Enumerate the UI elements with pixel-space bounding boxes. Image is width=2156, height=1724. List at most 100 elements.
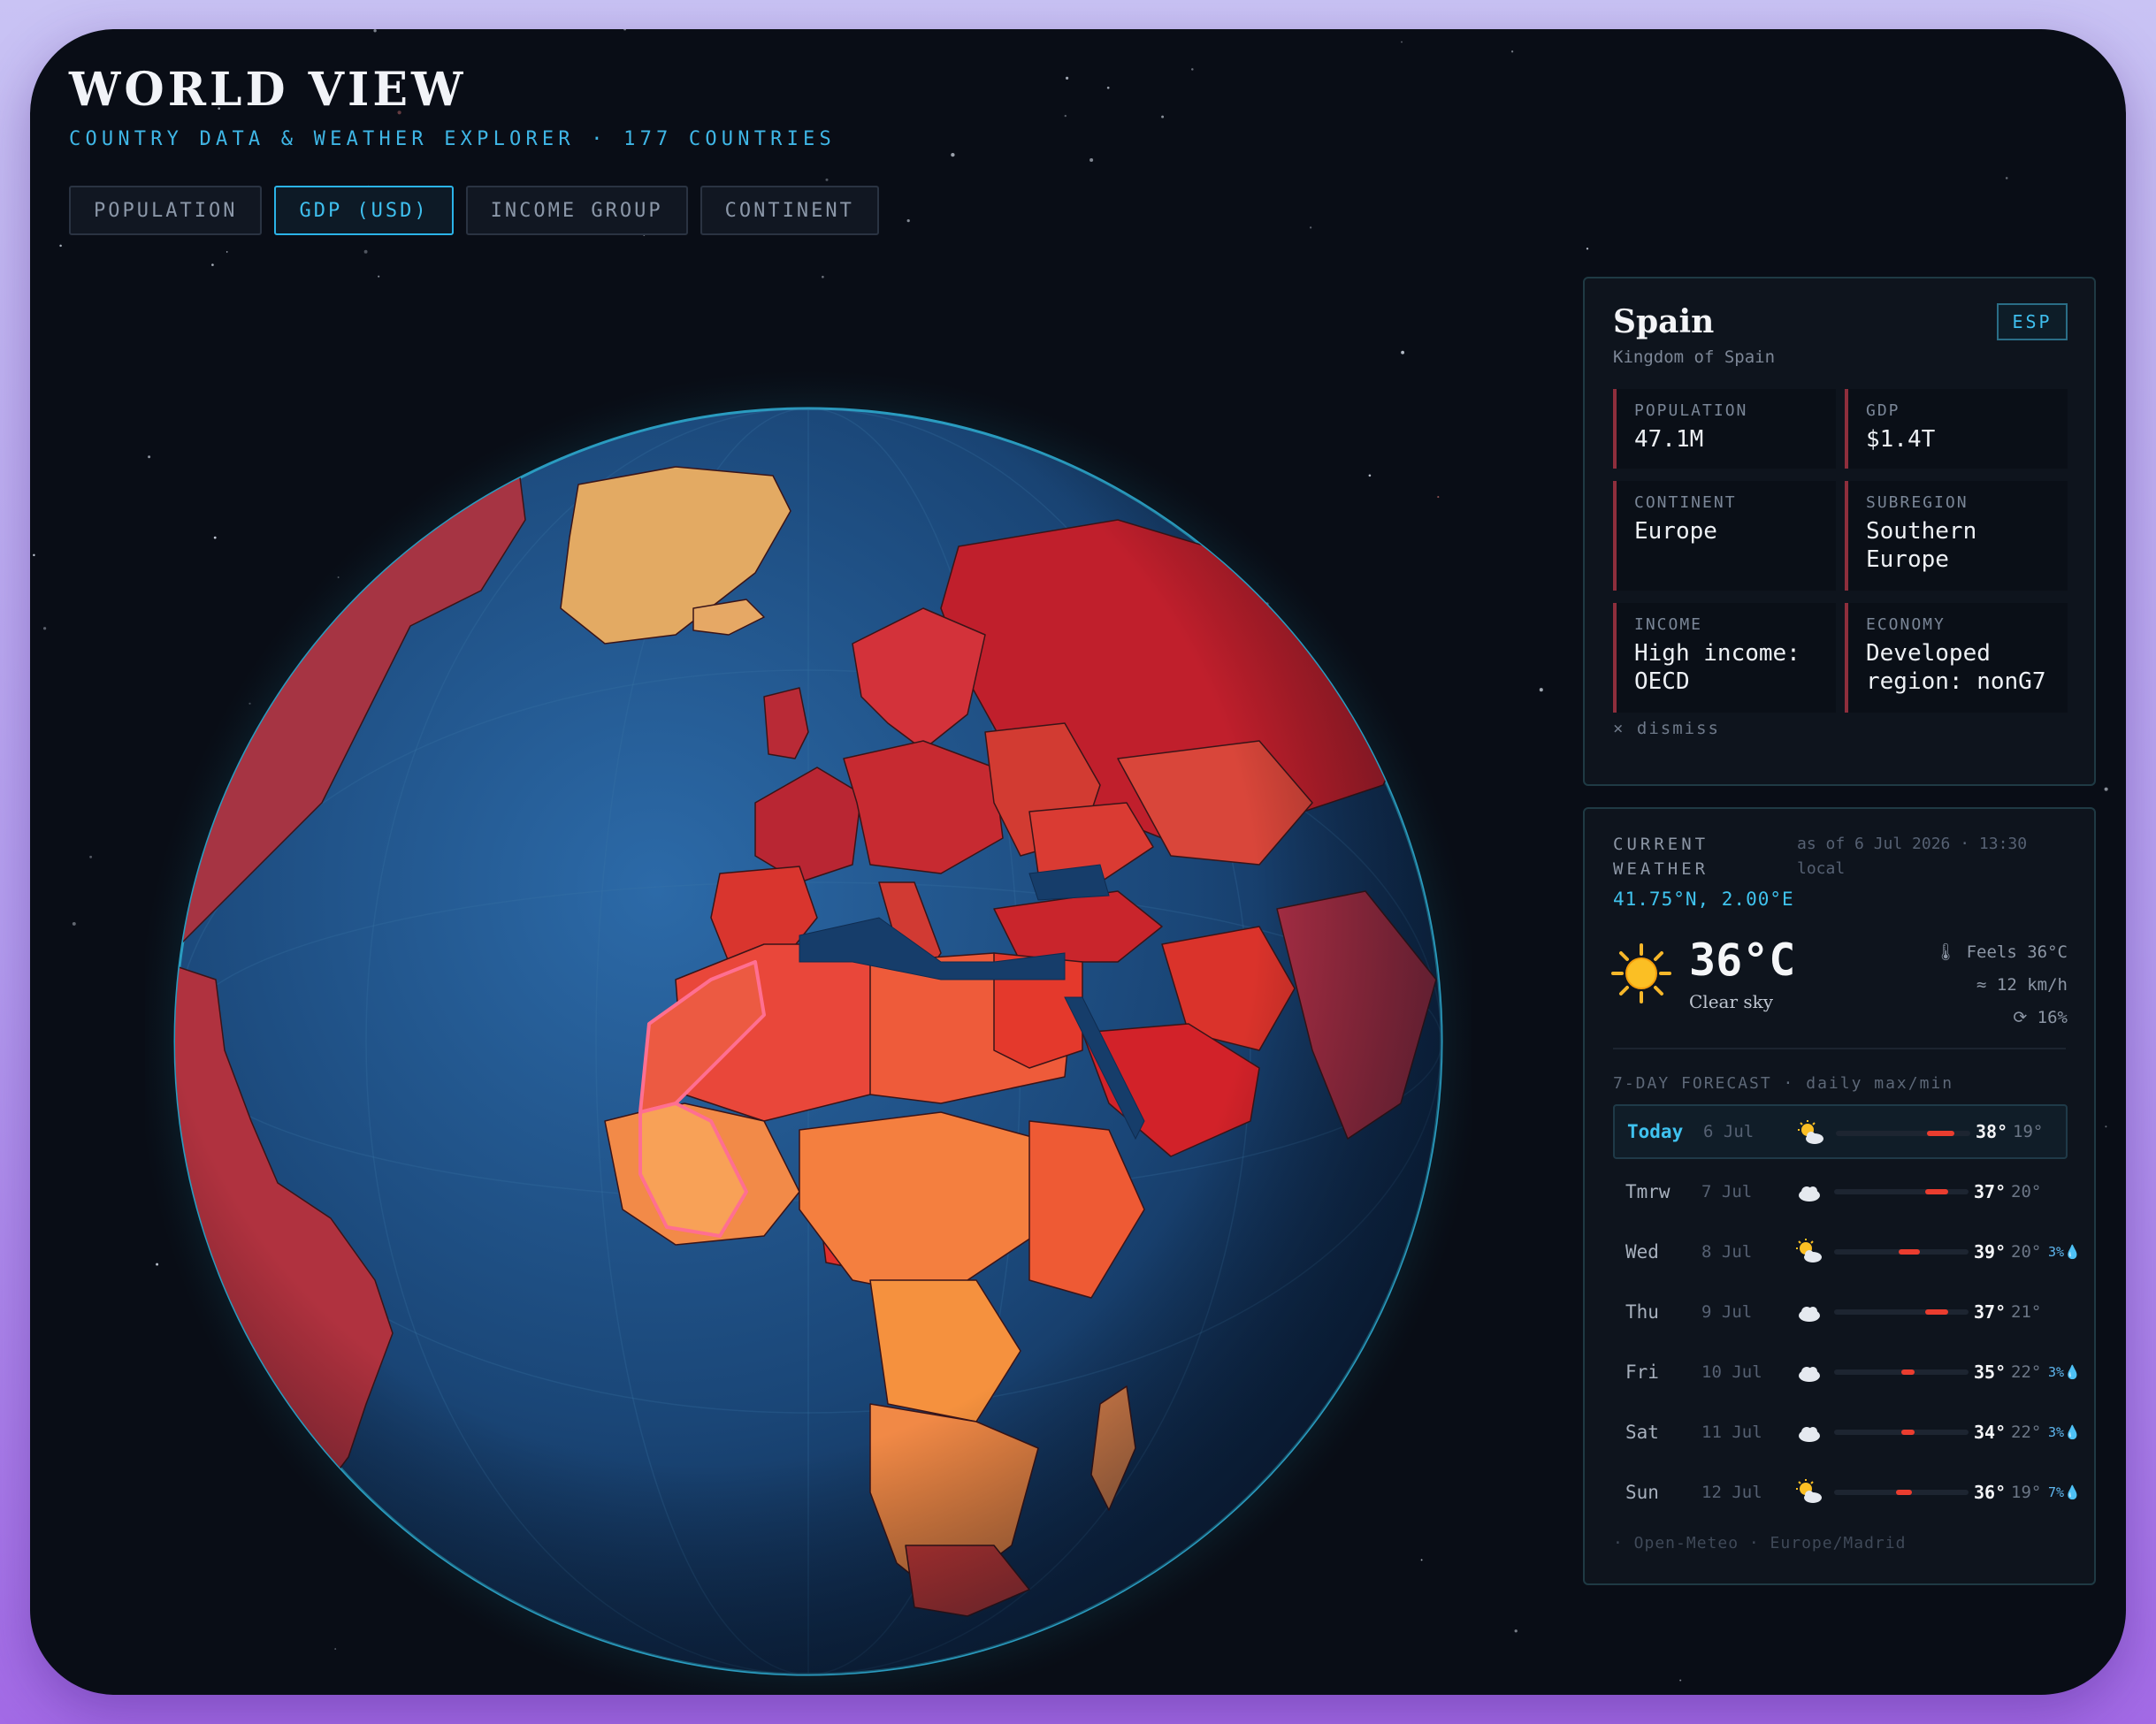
sun-cloud-icon (1796, 1479, 1822, 1503)
temperature-range-track (1834, 1369, 1969, 1375)
forecast-max: 38° (1976, 1121, 2008, 1142)
forecast-day: Thu (1625, 1301, 1659, 1323)
tab-gdp[interactable]: GDP (USD) (274, 186, 454, 235)
stat-subregion: SUBREGION Southern Europe (1845, 481, 2068, 591)
stat-label: INCOME (1634, 615, 1703, 634)
globe-map[interactable] (145, 343, 1472, 1695)
current-temperature: 36°C (1689, 934, 1796, 986)
forecast-min: 22° (2011, 1362, 2042, 1382)
forecast-max: 36° (1974, 1482, 2007, 1503)
temperature-range-track (1836, 1131, 1970, 1136)
stat-label: SUBREGION (1866, 493, 1969, 512)
forecast-row[interactable]: Sun 12 Jul 36° 19° 7%💧 (1613, 1465, 2081, 1520)
forecast-date: 7 Jul (1701, 1182, 1753, 1201)
forecast-min: 21° (2011, 1302, 2042, 1322)
stat-population: POPULATION 47.1M (1613, 389, 1836, 469)
temperature-range-bar (1901, 1430, 1915, 1435)
dismiss-button[interactable]: × dismiss (1613, 719, 1720, 738)
temperature-range-track (1834, 1249, 1969, 1255)
forecast-date: 11 Jul (1701, 1423, 1762, 1442)
sun-cloud-icon (1796, 1239, 1822, 1262)
forecast-row[interactable]: Wed 8 Jul 39° 20° 3%💧 (1613, 1224, 2081, 1279)
forecast-max: 39° (1974, 1241, 2007, 1262)
stat-income: INCOME High income: OECD (1613, 603, 1836, 713)
forecast-max: 34° (1974, 1422, 2007, 1443)
sun-cloud-icon (1798, 1120, 1823, 1144)
weather-label: CURRENT WEATHER (1613, 835, 1709, 879)
cloud-icon (1799, 1186, 1820, 1201)
stat-value: 47.1M (1634, 426, 1704, 453)
app-subtitle: COUNTRY DATA & WEATHER EXPLORER · 177 CO… (69, 128, 836, 150)
forecast-min: 20° (2011, 1182, 2042, 1201)
stat-continent: CONTINENT Europe (1613, 481, 1836, 591)
stat-gdp: GDP $1.4T (1845, 389, 2068, 469)
country-official-name: Kingdom of Spain (1613, 347, 1776, 367)
forecast-day: Wed (1625, 1241, 1659, 1262)
weather-card: CURRENT WEATHER as of 6 Jul 2026 · 13:30… (1583, 807, 2096, 1585)
stat-value: Southern Europe (1866, 518, 1977, 573)
forecast-min: 20° (2011, 1242, 2042, 1262)
country-code-badge: ESP (1997, 303, 2068, 340)
temperature-range-bar (1927, 1131, 1954, 1136)
forecast-row[interactable]: Today 6 Jul 38° 19° (1613, 1104, 2068, 1159)
temperature-range-bar (1895, 1490, 1913, 1495)
forecast-day: Today (1627, 1121, 1684, 1142)
forecast-date: 9 Jul (1701, 1302, 1753, 1322)
forecast-title: 7-DAY FORECAST · daily max/min (1613, 1074, 1954, 1093)
stat-label: GDP (1866, 401, 1900, 420)
stat-label: CONTINENT (1634, 493, 1737, 512)
temperature-range-track (1834, 1490, 1969, 1495)
humidity: ⟳ 16% (2013, 1008, 2068, 1027)
app-title: WORLD VIEW (69, 63, 467, 117)
cloud-icon (1799, 1307, 1820, 1322)
stat-label: ECONOMY (1866, 615, 1946, 634)
forecast-min: 19° (2013, 1122, 2044, 1141)
forecast-max: 37° (1974, 1181, 2007, 1202)
sun-icon (1611, 943, 1671, 1003)
forecast-day: Sun (1625, 1482, 1659, 1503)
tab-population[interactable]: POPULATION (69, 186, 263, 235)
forecast-row[interactable]: Fri 10 Jul 35° 22° 3%💧 (1613, 1345, 2081, 1400)
forecast-date: 6 Jul (1703, 1122, 1755, 1141)
temperature-range-bar (1901, 1369, 1915, 1375)
metric-tabs: POPULATION GDP (USD) INCOME GROUP CONTIN… (69, 186, 879, 235)
temperature-range-bar (1898, 1249, 1921, 1255)
divider (1613, 1048, 2066, 1049)
cloud-icon (1799, 1427, 1820, 1442)
forecast-day: Fri (1625, 1362, 1659, 1383)
forecast-row[interactable]: Tmrw 7 Jul 37° 20° (1613, 1164, 2068, 1219)
forecast-min: 22° (2011, 1423, 2042, 1442)
tab-income-group[interactable]: INCOME GROUP (465, 186, 688, 235)
stat-label: POPULATION (1634, 401, 1748, 420)
stat-value: $1.4T (1866, 426, 1936, 453)
forecast-precipitation: 3%💧 (2048, 1364, 2081, 1380)
feels-like: 🌡 Feels 36°C (1935, 942, 2068, 962)
forecast-max: 35° (1974, 1362, 2007, 1383)
weather-source: · Open-Meteo · Europe/Madrid (1613, 1534, 1907, 1552)
forecast-max: 37° (1974, 1301, 2007, 1323)
forecast-date: 10 Jul (1701, 1362, 1762, 1382)
forecast-day: Tmrw (1625, 1181, 1671, 1202)
stat-value: High income: OECD (1634, 640, 1800, 695)
temperature-range-bar (1925, 1189, 1949, 1194)
temperature-range-track (1834, 1309, 1969, 1315)
wind-speed: ≈ 12 km/h (1976, 975, 2068, 995)
temperature-range-track (1834, 1430, 1969, 1435)
forecast-precipitation: 7%💧 (2048, 1484, 2081, 1500)
forecast-min: 19° (2011, 1483, 2042, 1502)
stat-value: Europe (1634, 518, 1717, 545)
stat-economy: ECONOMY Developed region: nonG7 (1845, 603, 2068, 713)
current-condition: Clear sky (1689, 991, 1774, 1012)
temperature-range-bar (1925, 1309, 1949, 1315)
country-name: Spain (1613, 303, 1715, 340)
forecast-row[interactable]: Thu 9 Jul 37° 21° (1613, 1285, 2068, 1339)
forecast-precipitation: 3%💧 (2048, 1244, 2081, 1260)
cloud-icon (1799, 1367, 1820, 1382)
tab-continent[interactable]: CONTINENT (700, 186, 879, 235)
weather-timestamp: as of 6 Jul 2026 · 13:30 local (1797, 835, 2028, 878)
forecast-row[interactable]: Sat 11 Jul 34° 22° 3%💧 (1613, 1405, 2081, 1460)
weather-meta: 🌡 Feels 36°C ≈ 12 km/h ⟳ 16% (1935, 936, 2068, 1034)
app-window: WORLD VIEW COUNTRY DATA & WEATHER EXPLOR… (30, 29, 2126, 1695)
forecast-precipitation: 3%💧 (2048, 1424, 2081, 1440)
forecast-date: 12 Jul (1701, 1483, 1762, 1502)
